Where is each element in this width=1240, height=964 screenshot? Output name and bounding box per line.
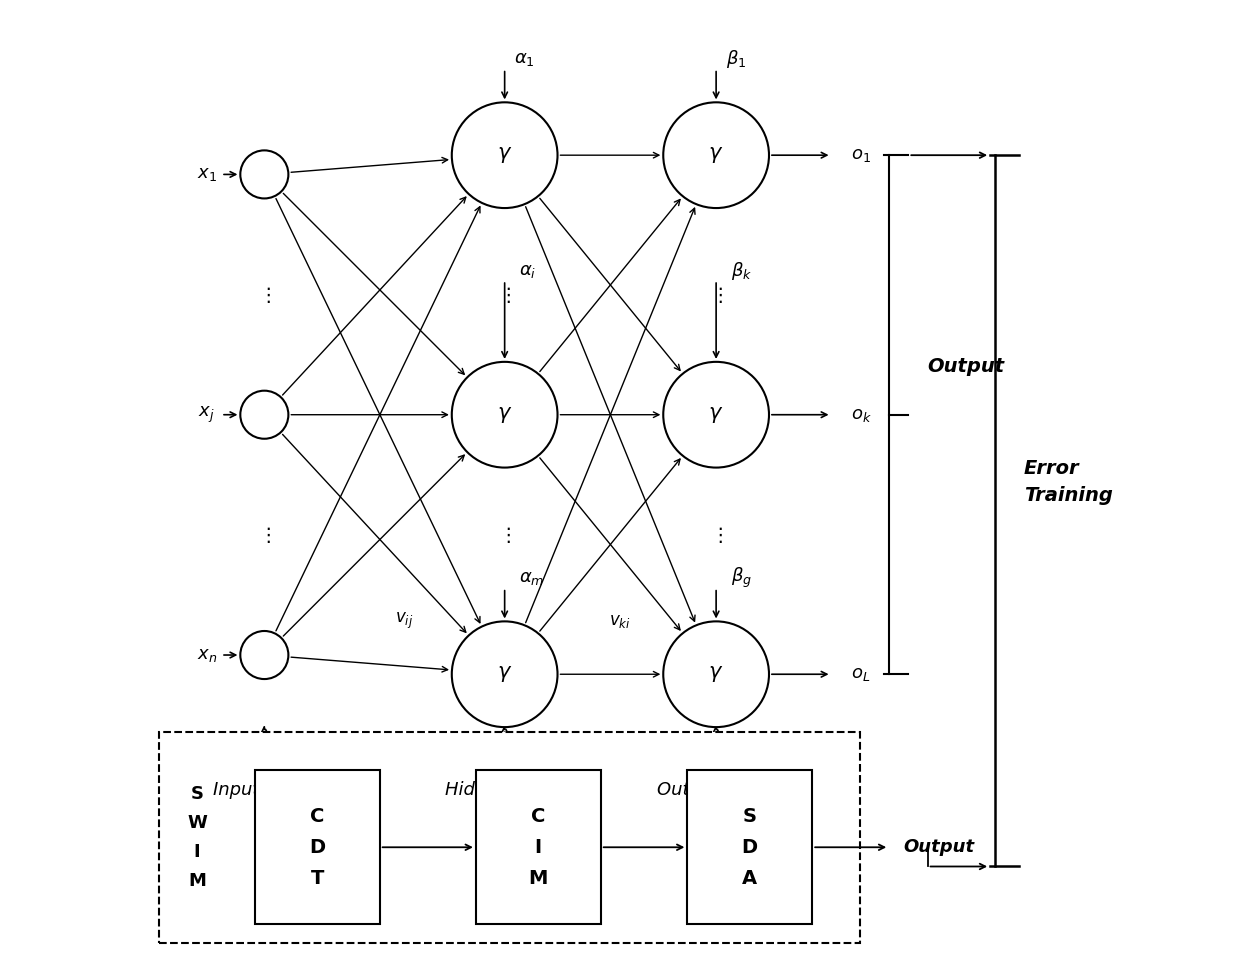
Circle shape <box>241 150 289 199</box>
Text: Output: Output <box>904 839 975 856</box>
Text: $\vdots$: $\vdots$ <box>709 284 723 305</box>
Text: $\gamma$: $\gamma$ <box>497 405 512 425</box>
Text: C
I
M: C I M <box>528 807 548 888</box>
Text: S
D
A: S D A <box>742 807 758 888</box>
FancyBboxPatch shape <box>159 732 861 944</box>
Circle shape <box>663 362 769 468</box>
Text: $x_1$: $x_1$ <box>197 166 217 183</box>
Text: $o_L$: $o_L$ <box>851 665 870 683</box>
Text: $\gamma$: $\gamma$ <box>497 664 512 684</box>
Text: Output Layer: Output Layer <box>657 781 775 798</box>
Circle shape <box>241 631 289 679</box>
Circle shape <box>663 622 769 727</box>
Text: $\gamma$: $\gamma$ <box>708 146 724 165</box>
Text: $\gamma$: $\gamma$ <box>708 664 724 684</box>
Text: $\vdots$: $\vdots$ <box>498 524 511 545</box>
Text: $\gamma$: $\gamma$ <box>497 146 512 165</box>
Circle shape <box>451 362 558 468</box>
FancyBboxPatch shape <box>476 770 600 924</box>
Text: $x_n$: $x_n$ <box>197 646 217 664</box>
Text: $o_1$: $o_1$ <box>851 147 870 164</box>
FancyBboxPatch shape <box>254 770 379 924</box>
Circle shape <box>663 102 769 208</box>
Text: $x_j$: $x_j$ <box>198 405 215 425</box>
Text: $\alpha_1$: $\alpha_1$ <box>515 50 534 68</box>
Text: $\beta_1$: $\beta_1$ <box>725 48 746 70</box>
Text: Error
Training: Error Training <box>1024 459 1112 505</box>
Text: $\gamma$: $\gamma$ <box>708 405 724 425</box>
Text: $\beta_k$: $\beta_k$ <box>730 259 751 281</box>
Text: Output: Output <box>928 357 1004 376</box>
Text: $\vdots$: $\vdots$ <box>258 284 270 305</box>
Circle shape <box>241 390 289 439</box>
Text: C
D
T: C D T <box>309 807 325 888</box>
Circle shape <box>451 102 558 208</box>
Text: $\vdots$: $\vdots$ <box>258 524 270 545</box>
Text: $v_{ki}$: $v_{ki}$ <box>609 612 631 630</box>
Text: $\beta_g$: $\beta_g$ <box>730 566 751 590</box>
Text: $o_k$: $o_k$ <box>851 406 872 424</box>
Text: Hidden Layer: Hidden Layer <box>445 781 564 798</box>
Circle shape <box>451 622 558 727</box>
Text: S
W
I
M: S W I M <box>187 785 207 891</box>
Text: $\alpha_i$: $\alpha_i$ <box>520 261 537 280</box>
Text: $v_{ij}$: $v_{ij}$ <box>394 611 413 631</box>
Text: $\vdots$: $\vdots$ <box>498 284 511 305</box>
Text: $\vdots$: $\vdots$ <box>709 524 723 545</box>
FancyBboxPatch shape <box>687 770 812 924</box>
Text: $\alpha_m$: $\alpha_m$ <box>520 569 544 587</box>
Text: Input Layer: Input Layer <box>213 781 315 798</box>
